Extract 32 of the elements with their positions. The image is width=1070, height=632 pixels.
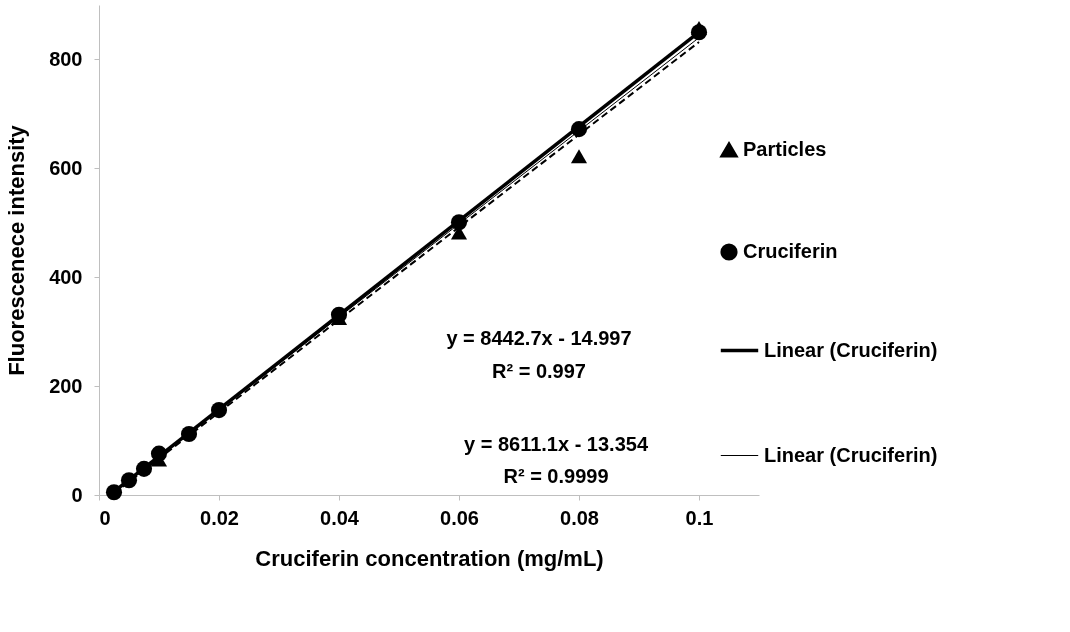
legend-label: Cruciferin bbox=[743, 240, 838, 262]
point bbox=[570, 121, 588, 138]
legend-label: Particles bbox=[743, 138, 827, 160]
y-tick-label: 800 bbox=[49, 47, 83, 70]
point bbox=[210, 402, 228, 419]
point bbox=[570, 149, 588, 164]
point bbox=[180, 425, 198, 443]
x-tick-label: 0.02 bbox=[200, 506, 239, 529]
x-tick-label: 0 bbox=[99, 506, 111, 529]
y-tick-label: 600 bbox=[49, 156, 83, 179]
x-tick-label: 0.06 bbox=[440, 506, 479, 529]
legend-label: Linear (Cruciferin) bbox=[764, 338, 938, 361]
annotation: R² = 0.9999 bbox=[503, 465, 609, 487]
annotation: R² = 0.997 bbox=[492, 360, 586, 382]
point bbox=[150, 445, 168, 462]
point bbox=[135, 460, 153, 477]
annotation: y = 8442.7x - 14.997 bbox=[446, 327, 632, 349]
x-tick-label: 0.08 bbox=[560, 506, 599, 529]
x-tick-label: 0.1 bbox=[685, 506, 714, 529]
point bbox=[120, 472, 138, 489]
point bbox=[450, 214, 468, 231]
point bbox=[330, 306, 348, 323]
y-tick-label: 400 bbox=[49, 265, 83, 288]
annotation: y = 8611.1x - 13.354 bbox=[463, 433, 649, 455]
point bbox=[105, 484, 123, 501]
legend-label: Linear (Cruciferin) bbox=[764, 443, 938, 466]
y-axis-title: Fluorescenece intensity bbox=[4, 124, 30, 376]
x-tick-label: 0.04 bbox=[320, 506, 360, 529]
x-axis-title: Cruciferin concentration (mg/mL) bbox=[255, 545, 604, 571]
y-tick-label: 0 bbox=[71, 483, 83, 506]
point bbox=[690, 24, 708, 41]
y-tick-label: 200 bbox=[49, 374, 83, 397]
